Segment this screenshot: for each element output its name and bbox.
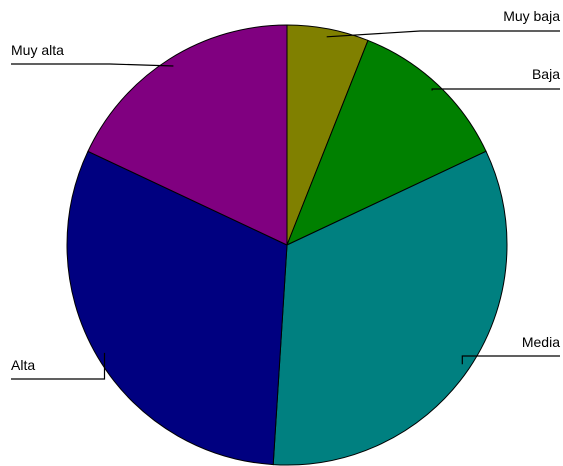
leader-line-muy-baja — [326, 30, 560, 38]
leader-lines — [11, 30, 560, 380]
leader-line-baja — [431, 88, 560, 91]
label-muy-baja: Muy baja — [503, 8, 560, 24]
label-alta: Alta — [11, 357, 35, 373]
leader-line-muy-alta — [11, 63, 174, 67]
pie-slice-alta — [66, 150, 288, 466]
pie-slices — [66, 24, 508, 466]
pie-slice-media — [272, 150, 508, 466]
pie-slice-muy-alta — [87, 24, 288, 246]
label-muy-alta: Muy alta — [11, 42, 64, 58]
leader-line-media — [461, 355, 560, 365]
pie-slice-baja — [286, 39, 487, 246]
label-baja: Baja — [532, 66, 560, 82]
leader-line-alta — [11, 352, 106, 380]
label-media: Media — [522, 334, 560, 350]
